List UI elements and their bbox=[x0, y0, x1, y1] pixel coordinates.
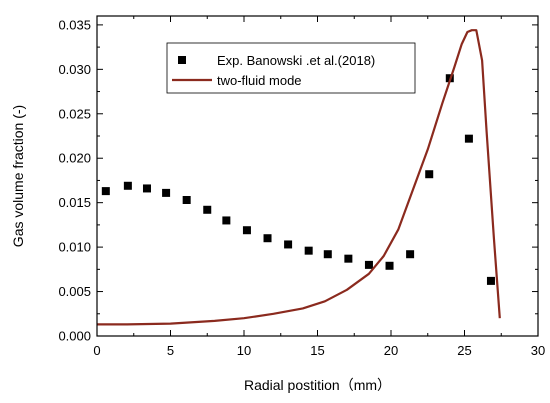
y-tick-label: 0.025 bbox=[58, 106, 91, 121]
y-tick-label: 0.035 bbox=[58, 17, 91, 32]
data-point bbox=[406, 250, 415, 259]
data-point bbox=[222, 216, 231, 225]
data-point bbox=[162, 188, 171, 197]
plot-area bbox=[97, 29, 501, 326]
legend-label-model: two-fluid mode bbox=[217, 73, 302, 88]
x-tick-label: 15 bbox=[310, 343, 324, 358]
y-tick-label: 0.015 bbox=[58, 195, 91, 210]
data-point bbox=[182, 196, 191, 204]
data-point bbox=[101, 187, 110, 196]
y-tick-label: 0.005 bbox=[58, 284, 91, 299]
legend-label-exp: Exp. Banowski .et al.(2018) bbox=[217, 53, 375, 68]
legend-box bbox=[166, 42, 416, 94]
x-tick-label: 25 bbox=[457, 343, 471, 358]
x-tick-label: 5 bbox=[167, 343, 174, 358]
data-point bbox=[242, 226, 251, 235]
axis-ticks bbox=[96, 16, 539, 337]
x-axis-title: Radial postition（mm） bbox=[244, 377, 391, 393]
legend-marker-exp bbox=[178, 56, 186, 64]
data-point bbox=[142, 184, 151, 193]
data-point bbox=[364, 260, 373, 269]
data-point bbox=[425, 170, 434, 179]
y-axis-title: Gas volume fraction (-) bbox=[10, 105, 26, 247]
y-tick-label: 0.020 bbox=[58, 151, 91, 166]
data-point bbox=[263, 234, 272, 243]
axis-tick-labels: 0 5 10 15 20 25 30 0.000 0.005 0.010 0.015 0.020 0.0… bbox=[58, 17, 545, 358]
data-point bbox=[304, 246, 313, 255]
legend: Exp. Banowski .et al.(2018) two-fluid mo… bbox=[166, 42, 416, 94]
y-tick-label: 0.000 bbox=[58, 329, 91, 344]
data-point bbox=[486, 276, 495, 285]
data-point bbox=[284, 240, 293, 249]
x-tick-label: 10 bbox=[237, 343, 251, 358]
data-point bbox=[464, 134, 473, 143]
y-tick-label: 0.030 bbox=[58, 62, 91, 77]
data-point bbox=[123, 181, 132, 190]
x-tick-label: 30 bbox=[531, 343, 545, 358]
data-point bbox=[203, 205, 212, 214]
x-tick-label: 0 bbox=[93, 343, 100, 358]
data-point bbox=[385, 261, 394, 270]
model-line bbox=[97, 29, 501, 326]
data-point bbox=[323, 250, 332, 259]
x-tick-label: 20 bbox=[384, 343, 398, 358]
y-tick-label: 0.010 bbox=[58, 240, 91, 255]
data-point bbox=[344, 254, 353, 263]
